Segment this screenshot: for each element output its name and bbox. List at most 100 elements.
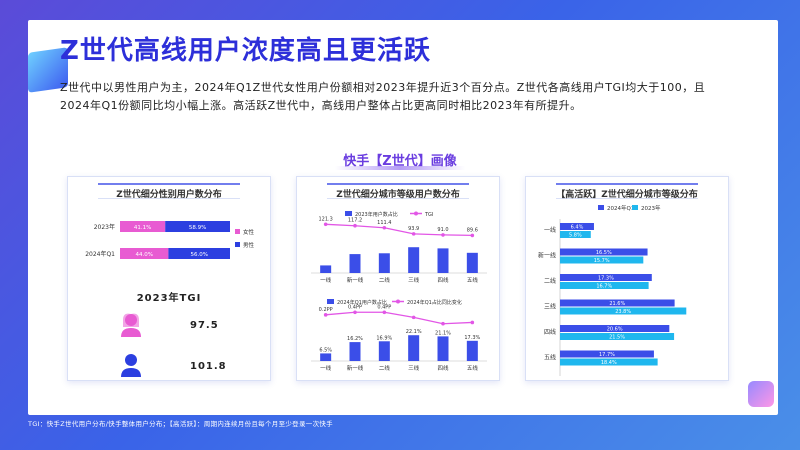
data-label: 44.0% bbox=[135, 252, 152, 258]
bar bbox=[320, 353, 332, 361]
bar bbox=[378, 253, 390, 273]
city-tgi-chart: 2023年用户数占比 TGI 一线 新一线 二线 三线 四线 五线 121.3 117.2 111.… bbox=[311, 211, 487, 284]
line-point bbox=[470, 233, 475, 238]
bar bbox=[560, 333, 675, 340]
category-label: 五线 bbox=[544, 354, 556, 362]
bar bbox=[349, 254, 361, 273]
panel-title-frame bbox=[98, 183, 240, 199]
data-label: 17.3% bbox=[464, 335, 480, 341]
legend-label: TGI bbox=[424, 212, 433, 218]
legend-swatch bbox=[598, 205, 604, 210]
legend-swatch bbox=[632, 205, 638, 210]
data-label: 21.1% bbox=[435, 330, 451, 336]
legend-marker bbox=[414, 211, 418, 216]
legend-marker bbox=[396, 299, 400, 304]
category-label: 一线 bbox=[320, 364, 332, 372]
bar bbox=[560, 350, 654, 358]
bar bbox=[560, 274, 652, 281]
category-label: 五线 bbox=[467, 364, 479, 372]
data-label: 22.1% bbox=[406, 329, 422, 335]
bar bbox=[560, 325, 670, 332]
line-point bbox=[411, 315, 416, 320]
data-label: 0.2PP bbox=[319, 307, 333, 313]
data-label: 15.7% bbox=[594, 258, 610, 264]
category-label: 新一线 bbox=[538, 252, 556, 260]
category-label: 新一线 bbox=[347, 364, 364, 372]
line-point bbox=[353, 223, 357, 228]
data-label: 16.5% bbox=[596, 250, 612, 256]
city-panel: Z世代细分城市等级用户数分布 2023年用户数占比 TGI 一线 新一线 二线 三线 四线五… bbox=[296, 176, 500, 381]
bar bbox=[349, 342, 361, 361]
active-panel: 【高活跃】Z世代细分城市等级分布 2024年Q1 2023年 一线 6.4% 5.8% 新… bbox=[525, 176, 729, 381]
series-line bbox=[325, 311, 473, 325]
line-point bbox=[411, 232, 416, 236]
category-label: 一线 bbox=[544, 226, 556, 234]
bar bbox=[466, 252, 478, 273]
legend-label: 2024年Q1用户数占比 bbox=[337, 299, 387, 306]
line-point bbox=[323, 222, 328, 227]
line-point bbox=[323, 313, 328, 317]
category-label: 三线 bbox=[408, 364, 420, 372]
legend-swatch bbox=[345, 211, 352, 216]
category-label: 2024年Q1 bbox=[85, 250, 115, 258]
panel-title-frame bbox=[327, 183, 469, 199]
bar bbox=[560, 307, 687, 315]
bar bbox=[408, 247, 420, 273]
category-label: 三线 bbox=[408, 276, 420, 284]
line-point bbox=[382, 225, 387, 230]
bar-segment bbox=[165, 221, 230, 232]
data-label: 41.1% bbox=[134, 225, 151, 231]
data-label: 20.6% bbox=[607, 327, 623, 333]
cube-decoration bbox=[748, 381, 774, 407]
bar bbox=[378, 341, 390, 361]
data-label: 117.2 bbox=[348, 218, 362, 224]
legend-label: 2023年用户数占比 bbox=[355, 211, 398, 218]
bar bbox=[560, 282, 649, 289]
data-label: 89.6 bbox=[467, 227, 478, 233]
gender-chart-title: Z世代细分性别用户数分布 bbox=[116, 190, 222, 200]
legend-swatch bbox=[235, 242, 240, 247]
category-label: 四线 bbox=[437, 276, 449, 284]
data-label: 58.9% bbox=[189, 225, 206, 231]
line-point bbox=[470, 320, 475, 325]
bar bbox=[560, 299, 675, 307]
data-label: 56.0% bbox=[190, 252, 207, 258]
tgi-female-value: 97.5 bbox=[190, 320, 219, 331]
legend-label: 男性 bbox=[243, 241, 255, 249]
data-label: 16.7% bbox=[596, 284, 612, 290]
bar bbox=[560, 223, 594, 230]
page-title: Z世代高线用户浓度高且更活跃 bbox=[60, 36, 431, 66]
data-label: 93.9 bbox=[408, 226, 419, 232]
category-label: 二线 bbox=[379, 364, 391, 372]
city-chart-title: Z世代细分城市等级用户数分布 bbox=[336, 190, 460, 200]
bar bbox=[560, 358, 658, 366]
data-label: 23.8% bbox=[615, 309, 631, 315]
data-label: 91.0 bbox=[437, 227, 448, 233]
data-label: 121.3 bbox=[319, 216, 333, 222]
category-label: 五线 bbox=[467, 276, 479, 284]
bar bbox=[560, 231, 591, 238]
category-label: 二线 bbox=[379, 276, 391, 284]
data-label: 16.2% bbox=[347, 336, 363, 342]
section-title: 快手【Z世代】画像 bbox=[343, 154, 457, 169]
line-point bbox=[441, 233, 445, 237]
data-label: 21.6% bbox=[609, 301, 625, 307]
intro-text: Z世代中以男性用户为主，2024年Q1Z世代女性用户份额相对2023年提升近3个… bbox=[60, 81, 706, 112]
category-label: 三线 bbox=[544, 303, 556, 311]
male-user-icon bbox=[121, 354, 141, 377]
bar-segment bbox=[120, 221, 166, 232]
bar bbox=[560, 256, 644, 264]
legend-label: 女性 bbox=[243, 228, 255, 236]
legend-label: 2023年 bbox=[641, 204, 661, 212]
bar bbox=[320, 265, 332, 273]
bar bbox=[560, 248, 648, 256]
data-label: 111.4 bbox=[377, 220, 391, 226]
bar-segment bbox=[120, 248, 169, 259]
bar bbox=[408, 335, 420, 361]
bar-segment bbox=[168, 248, 230, 259]
bar bbox=[466, 340, 478, 361]
tgi-male-value: 101.8 bbox=[190, 361, 227, 372]
panel-title-frame bbox=[556, 183, 698, 199]
legend-swatch bbox=[235, 229, 240, 234]
